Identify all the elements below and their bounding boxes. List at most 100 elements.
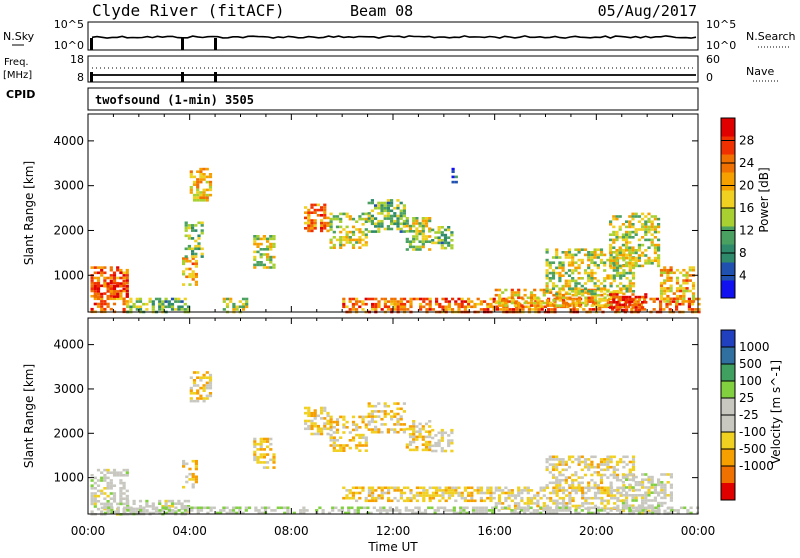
echo-cell	[361, 302, 365, 306]
echo-cell	[185, 257, 189, 260]
echo-cell	[403, 302, 407, 306]
echo-cell	[182, 272, 186, 276]
echo-cell	[106, 302, 110, 306]
echo-cell	[545, 506, 549, 510]
echo-cell	[603, 287, 607, 290]
echo-cell	[447, 300, 451, 303]
echo-cell	[647, 256, 651, 260]
echo-cell	[419, 494, 423, 497]
echo-cell	[408, 240, 413, 243]
echo-cell	[393, 219, 397, 223]
echo-cell	[561, 266, 565, 270]
echo-cell	[666, 271, 670, 275]
echo-cell	[529, 296, 534, 300]
echo-cell	[653, 488, 657, 492]
echo-cell	[650, 243, 654, 247]
echo-cell	[383, 206, 387, 210]
echo-cell	[558, 290, 562, 293]
echo-cell	[138, 305, 143, 309]
echo-cell	[637, 228, 641, 231]
echo-cell	[370, 230, 374, 233]
echo-cell	[653, 236, 657, 239]
echo-cell	[660, 481, 664, 484]
echo-cell	[650, 223, 654, 226]
echo-cell	[577, 304, 582, 307]
echo-cell	[679, 506, 684, 510]
echo-cell	[304, 211, 308, 214]
echo-cell	[158, 499, 162, 503]
echo-cell	[507, 504, 511, 508]
echo-cell	[470, 491, 474, 495]
echo-cell	[615, 468, 620, 472]
echo-cell	[441, 491, 445, 495]
echo-cell	[612, 506, 616, 510]
echo-cell	[310, 411, 314, 415]
echo-cell	[536, 299, 540, 302]
echo-cell	[399, 297, 403, 301]
echo-cell	[558, 271, 562, 275]
echo-cell	[593, 248, 597, 251]
echo-cell	[615, 509, 620, 512]
echo-cell	[574, 491, 578, 495]
echo-cell	[196, 183, 200, 186]
echo-cell	[551, 271, 556, 275]
echo-cell	[577, 463, 581, 466]
echo-cell	[577, 484, 581, 487]
echo-cell	[660, 504, 664, 507]
echo-cell	[603, 460, 607, 464]
echo-cell	[184, 255, 188, 258]
echo-cell	[613, 494, 617, 497]
echo-cell	[447, 244, 451, 247]
noise-right-tick-bottom: 10^0	[706, 39, 736, 52]
echo-cell	[364, 499, 368, 503]
echo-cell	[625, 287, 629, 290]
echo-cell	[475, 509, 479, 512]
echo-cell	[520, 489, 524, 492]
echo-cell	[93, 476, 97, 480]
echo-cell	[621, 504, 625, 507]
echo-cell	[447, 439, 451, 442]
echo-cell	[615, 266, 620, 270]
echo-cell	[93, 282, 97, 285]
echo-cell	[564, 284, 568, 288]
echo-cell	[615, 473, 620, 477]
echo-cell	[135, 308, 139, 311]
echo-cell	[653, 491, 657, 494]
echo-cell	[184, 247, 188, 251]
echo-cell	[358, 496, 362, 500]
echo-cell	[551, 458, 556, 461]
echo-cell	[659, 294, 664, 298]
echo-cell	[435, 297, 439, 301]
echo-cell	[253, 258, 257, 261]
echo-cell	[545, 509, 549, 512]
echo-cell	[119, 471, 123, 474]
echo-cell	[199, 386, 203, 390]
echo-cell	[390, 209, 394, 213]
echo-cell	[125, 300, 129, 303]
echo-cell	[551, 509, 556, 512]
echo-cell	[158, 502, 162, 505]
echo-cell	[415, 494, 419, 497]
echo-cell	[192, 193, 197, 197]
echo-cell	[419, 308, 423, 311]
echo-cell	[660, 496, 664, 500]
echo-cell	[641, 223, 645, 226]
echo-cell	[606, 489, 610, 492]
echo-cell	[393, 222, 397, 226]
echo-cell	[486, 489, 490, 492]
echo-cell	[355, 486, 359, 490]
echo-cell	[403, 308, 407, 311]
echo-cell	[332, 230, 336, 234]
echo-cell	[164, 505, 168, 508]
echo-cell	[552, 491, 556, 495]
echo-cell	[386, 206, 390, 210]
echo-cell	[612, 301, 616, 304]
echo-cell	[561, 296, 566, 300]
echo-cell	[100, 510, 104, 513]
echo-cell	[451, 308, 455, 311]
echo-cell	[497, 296, 502, 300]
echo-cell	[259, 261, 263, 264]
echo-cell	[510, 489, 514, 492]
echo-cell	[467, 297, 471, 301]
echo-cell	[536, 494, 540, 497]
